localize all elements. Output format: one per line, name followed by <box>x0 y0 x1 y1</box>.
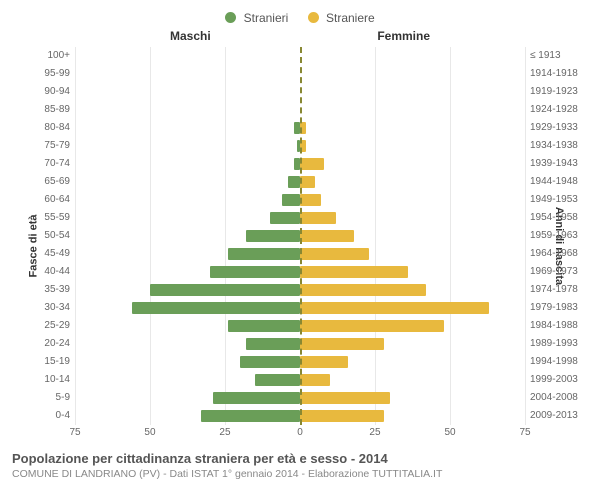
age-label: 85-89 <box>20 101 70 119</box>
bar-female <box>300 194 321 206</box>
year-label: 1954-1958 <box>530 209 580 227</box>
chart-caption: Popolazione per cittadinanza straniera p… <box>0 445 600 480</box>
age-label: 55-59 <box>20 209 70 227</box>
legend-label-male: Stranieri <box>244 11 289 25</box>
bar-male <box>246 338 300 350</box>
year-label: 1939-1943 <box>530 155 580 173</box>
age-label: 65-69 <box>20 173 70 191</box>
bar-male <box>213 392 300 404</box>
bar-male <box>201 410 300 422</box>
bar-female <box>300 248 369 260</box>
bar-male <box>240 356 300 368</box>
bar-female <box>300 302 489 314</box>
bar-male <box>228 320 300 332</box>
year-label: 1949-1953 <box>530 191 580 209</box>
year-label: 2009-2013 <box>530 407 580 425</box>
age-label: 10-14 <box>20 371 70 389</box>
legend-swatch-male <box>225 12 236 23</box>
center-axis-line <box>300 47 302 425</box>
year-label: 1914-1918 <box>530 65 580 83</box>
x-tick: 75 <box>519 427 530 438</box>
age-label: 15-19 <box>20 353 70 371</box>
bar-female <box>300 158 324 170</box>
age-label: 95-99 <box>20 65 70 83</box>
age-label: 70-74 <box>20 155 70 173</box>
year-label: ≤ 1913 <box>530 47 580 65</box>
bar-female <box>300 284 426 296</box>
year-label: 1924-1928 <box>530 101 580 119</box>
bar-male <box>255 374 300 386</box>
age-label: 40-44 <box>20 263 70 281</box>
age-label: 30-34 <box>20 299 70 317</box>
bar-female <box>300 410 384 422</box>
year-label: 1994-1998 <box>530 353 580 371</box>
bar-male <box>210 266 300 278</box>
chart-legend: Stranieri Straniere <box>0 10 600 29</box>
year-label: 1929-1933 <box>530 119 580 137</box>
caption-title: Popolazione per cittadinanza straniera p… <box>12 451 588 466</box>
year-label: 1919-1923 <box>530 83 580 101</box>
bar-female <box>300 266 408 278</box>
age-label: 0-4 <box>20 407 70 425</box>
age-label: 5-9 <box>20 389 70 407</box>
bar-female <box>300 338 384 350</box>
bar-male <box>132 302 300 314</box>
header-female: Femmine <box>377 29 430 43</box>
year-label: 1989-1993 <box>530 335 580 353</box>
year-label: 1999-2003 <box>530 371 580 389</box>
year-labels: ≤ 19131914-19181919-19231924-19281929-19… <box>530 47 580 425</box>
year-label: 1974-1978 <box>530 281 580 299</box>
age-label: 100+ <box>20 47 70 65</box>
x-tick: 50 <box>144 427 155 438</box>
age-label: 20-24 <box>20 335 70 353</box>
header-male: Maschi <box>170 29 211 43</box>
age-labels: 100+95-9990-9485-8980-8475-7970-7465-696… <box>20 47 70 425</box>
bar-female <box>300 176 315 188</box>
population-pyramid-chart: Stranieri Straniere Maschi Femmine Fasce… <box>0 0 600 500</box>
year-label: 1934-1938 <box>530 137 580 155</box>
bar-male <box>288 176 300 188</box>
year-label: 2004-2008 <box>530 389 580 407</box>
bar-female <box>300 320 444 332</box>
x-axis-ticks: 7550250255075 <box>75 427 525 445</box>
age-label: 50-54 <box>20 227 70 245</box>
x-tick: 0 <box>297 427 303 438</box>
bar-male <box>282 194 300 206</box>
bar-male <box>228 248 300 260</box>
bar-female <box>300 230 354 242</box>
year-label: 1969-1973 <box>530 263 580 281</box>
bars-area: 7550250255075 <box>75 47 525 425</box>
age-label: 75-79 <box>20 137 70 155</box>
year-label: 1964-1968 <box>530 245 580 263</box>
legend-label-female: Straniere <box>326 11 375 25</box>
bar-female <box>300 374 330 386</box>
bar-male <box>246 230 300 242</box>
bar-female <box>300 392 390 404</box>
legend-item-female: Straniere <box>308 10 375 25</box>
year-label: 1979-1983 <box>530 299 580 317</box>
caption-subtitle: COMUNE DI LANDRIANO (PV) - Dati ISTAT 1°… <box>12 468 588 480</box>
x-tick: 25 <box>369 427 380 438</box>
age-label: 45-49 <box>20 245 70 263</box>
year-label: 1959-1963 <box>530 227 580 245</box>
age-label: 35-39 <box>20 281 70 299</box>
chart-header: Maschi Femmine <box>0 29 600 45</box>
year-label: 1984-1988 <box>530 317 580 335</box>
age-label: 60-64 <box>20 191 70 209</box>
age-label: 90-94 <box>20 83 70 101</box>
plot-area: Fasce di età Anni di nascita 100+95-9990… <box>0 47 600 445</box>
legend-item-male: Stranieri <box>225 10 288 25</box>
age-label: 80-84 <box>20 119 70 137</box>
gridline <box>525 47 526 425</box>
bar-female <box>300 212 336 224</box>
bar-male <box>270 212 300 224</box>
year-label: 1944-1948 <box>530 173 580 191</box>
bar-female <box>300 356 348 368</box>
legend-swatch-female <box>308 12 319 23</box>
x-tick: 50 <box>444 427 455 438</box>
bar-male <box>150 284 300 296</box>
x-tick: 25 <box>219 427 230 438</box>
age-label: 25-29 <box>20 317 70 335</box>
x-tick: 75 <box>69 427 80 438</box>
